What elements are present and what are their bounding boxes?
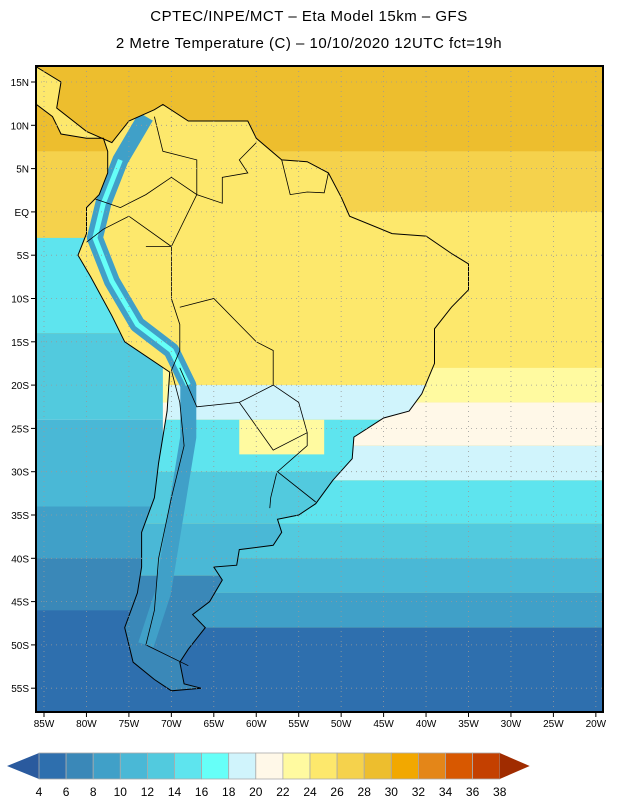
colorbar-swatch <box>282 752 311 780</box>
colorbar-swatch <box>472 752 501 780</box>
lon-tick-label: 20W <box>586 719 607 730</box>
lon-tick-label: 70W <box>161 719 182 730</box>
colorbar-label: 34 <box>439 785 453 799</box>
colorbar-label: 10 <box>114 785 128 799</box>
colorbar-under-arrow <box>7 753 39 779</box>
colorbar-swatch <box>65 752 94 780</box>
colorbar-label: 26 <box>330 785 344 799</box>
colorbar-label: 12 <box>141 785 155 799</box>
colorbar-swatch <box>390 752 419 780</box>
lat-tick-label: 5S <box>17 251 30 262</box>
colorbar-label: 20 <box>249 785 263 799</box>
lon-tick-label: 40W <box>416 719 437 730</box>
lon-tick-label: 45W <box>373 719 394 730</box>
lon-tick-label: 30W <box>501 719 522 730</box>
colorbar-swatch <box>174 752 203 780</box>
country-borders <box>86 116 329 667</box>
lon-tick-label: 35W <box>458 719 479 730</box>
lon-tick-label: 50W <box>331 719 352 730</box>
lon-tick-label: 75W <box>119 719 140 730</box>
latitude-axis: 15N 10N 5N EQ 5S 10S 15S 20S 25S 30S 35S 40S 45S 50S 5… <box>11 78 36 695</box>
colorbar-label: 28 <box>358 785 372 799</box>
lat-tick-label: 40S <box>11 554 29 565</box>
lon-tick-label: 65W <box>204 719 225 730</box>
longitude-axis: 85W 80W 75W 70W 65W 60W 55W 50W 45W 40W 35W 30W 25W 2… <box>34 712 607 730</box>
lon-tick-label: 25W <box>543 719 564 730</box>
lon-tick-label: 85W <box>34 719 55 730</box>
lon-tick-label: 80W <box>76 719 97 730</box>
colorbar-swatch <box>119 752 148 780</box>
colorbar-over-arrow <box>499 753 530 779</box>
colorbar-label: 24 <box>303 785 317 799</box>
lat-tick-label: 55S <box>11 684 29 695</box>
colorbar-label: 4 <box>36 785 43 799</box>
colorbar-swatch <box>309 752 338 780</box>
lat-tick-label: 45S <box>11 598 29 609</box>
coastline <box>36 66 469 692</box>
colorbar-label: 30 <box>385 785 399 799</box>
colorbar-swatch <box>363 752 392 780</box>
lat-tick-label: 15N <box>11 78 29 89</box>
lat-tick-label: 10N <box>11 121 29 132</box>
border-line <box>145 370 189 667</box>
colorbar-label: 18 <box>222 785 236 799</box>
border-line <box>276 432 316 503</box>
border-line <box>94 116 198 209</box>
chart-subtitle: 2 Metre Temperature (C) – 10/10/2020 12U… <box>115 35 503 52</box>
colorbar-swatch <box>228 752 257 780</box>
colorbar-swatch <box>255 752 284 780</box>
lon-tick-label: 60W <box>246 719 267 730</box>
border-line <box>145 142 257 247</box>
lon-tick-label: 55W <box>288 719 309 730</box>
colorbar-label: 14 <box>168 785 182 799</box>
colorbar-swatch <box>92 752 121 780</box>
colorbar-swatch <box>201 752 230 780</box>
ocean-band <box>36 419 163 507</box>
colorbar-label: 38 <box>493 785 507 799</box>
andes-band <box>92 158 191 387</box>
colorbar-swatch <box>336 752 365 780</box>
colorbar-label: 16 <box>195 785 209 799</box>
lat-tick-label: 25S <box>11 424 29 435</box>
lat-tick-label: 50S <box>11 641 29 652</box>
border-line <box>179 298 274 408</box>
map-frame <box>35 65 604 713</box>
lat-tick-label: 15S <box>11 338 29 349</box>
colorbar-swatch <box>417 752 446 780</box>
lat-tick-label: EQ <box>15 208 30 219</box>
colorbar: 4 6 8 10 12 14 16 18 20 22 24 26 28 30 32 34 36 38 <box>7 752 530 799</box>
colorbar-label: 8 <box>90 785 97 799</box>
lat-tick-label: 5N <box>16 165 29 176</box>
colorbar-label: 32 <box>412 785 426 799</box>
lat-tick-label: 20S <box>11 381 29 392</box>
chart-title: CPTEC/INPE/MCT – Eta Model 15km – GFS <box>150 8 468 25</box>
colorbar-swatch <box>445 752 474 780</box>
colorbar-label: 36 <box>466 785 480 799</box>
colorbar-swatch <box>38 752 67 780</box>
border-line <box>281 159 329 196</box>
border-line <box>86 215 181 371</box>
lat-tick-label: 30S <box>11 468 29 479</box>
border-line <box>269 473 277 509</box>
lat-tick-label: 10S <box>11 295 29 306</box>
lat-tick-label: 35S <box>11 511 29 522</box>
colorbar-swatch <box>146 752 175 780</box>
land-band <box>239 419 325 455</box>
colorbar-label: 22 <box>276 785 290 799</box>
colorbar-label: 6 <box>63 785 70 799</box>
